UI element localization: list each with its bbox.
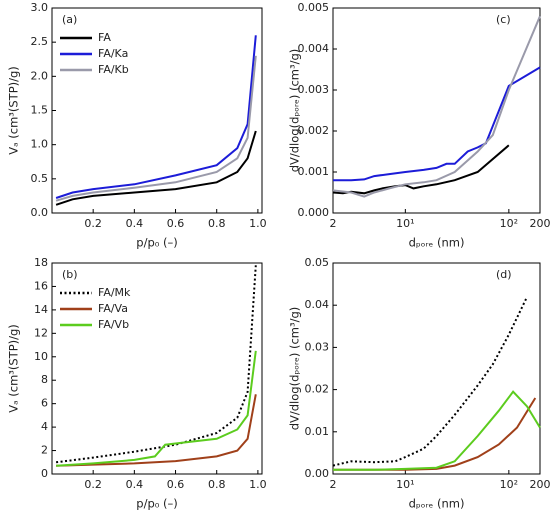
x-tick-label: 10¹ (396, 478, 414, 491)
y-tick-label: 0.00 (305, 467, 330, 480)
legend-label: FA/Va (98, 302, 128, 315)
y-tick-label: 0.0 (31, 206, 49, 219)
y-tick-label: 0.000 (298, 206, 330, 219)
series-line (332, 296, 529, 467)
panel-label: (d) (496, 268, 512, 281)
x-tick-label: 1.0 (249, 478, 267, 491)
x-tick-label: 10¹ (396, 217, 414, 230)
plot-frame (51, 262, 263, 475)
panel-label: (a) (62, 13, 77, 26)
x-tick-label: 2 (330, 478, 337, 491)
x-tick-label: 0.2 (84, 478, 102, 491)
x-axis-label: dₚₒᵣₑ (nm) (409, 497, 465, 511)
legend-label: FA/Mk (98, 286, 131, 299)
legend-label: FA (98, 31, 111, 44)
y-axis-label: dV/dlog(dₚₒᵣₑ) (cm³/g) (288, 307, 302, 431)
legend-label: FA/Kb (98, 63, 129, 76)
series-line (55, 265, 257, 464)
series-line (333, 66, 541, 182)
y-tick-label: 14 (34, 303, 48, 316)
y-tick-label: 2 (41, 444, 48, 457)
y-tick-label: 1.0 (31, 138, 49, 151)
x-tick-label: 0.4 (126, 217, 144, 230)
x-tick-label: 0.8 (208, 478, 226, 491)
y-tick-label: 18 (34, 256, 48, 269)
y-tick-label: 0.04 (305, 298, 330, 311)
x-tick-label: 10² (500, 217, 518, 230)
x-tick-label: 0.6 (167, 217, 185, 230)
x-axis-label: p/p₀ (–) (136, 497, 177, 511)
y-tick-label: 1.5 (31, 104, 49, 117)
x-axis-label: dₚₒᵣₑ (nm) (409, 236, 465, 250)
x-tick-label: 0.8 (208, 217, 226, 230)
y-axis-label: dV/dlog(dₚₒᵣₑ) (cm³/g) (288, 49, 302, 173)
y-tick-label: 2.5 (31, 35, 49, 48)
legend-label: FA/Ka (98, 47, 128, 60)
y-tick-label: 0.01 (305, 425, 330, 438)
x-tick-label: 2 (330, 217, 337, 230)
x-tick-label: 10² (500, 478, 518, 491)
x-tick-label: 200 (530, 478, 550, 491)
plot-frame (332, 7, 541, 214)
y-tick-label: 0.003 (298, 83, 330, 96)
series-line (56, 394, 257, 467)
panel-label: (b) (62, 268, 78, 281)
y-tick-label: 0.03 (305, 340, 330, 353)
series-line (55, 130, 257, 206)
y-tick-label: 2.0 (31, 69, 49, 82)
series-line (55, 35, 257, 199)
legend-label: FA/Vb (98, 318, 129, 331)
y-tick-label: 0.001 (298, 165, 330, 178)
y-tick-label: 0.002 (298, 124, 330, 137)
y-tick-label: 12 (34, 326, 48, 339)
x-tick-label: 1.0 (249, 217, 267, 230)
y-tick-label: 10 (34, 350, 48, 363)
y-axis-label: Vₐ (cm³(STP)/g) (7, 66, 21, 155)
plot-frame (332, 262, 541, 475)
y-tick-label: 3.0 (31, 1, 49, 14)
x-tick-label: 0.4 (126, 478, 144, 491)
y-tick-label: 4 (41, 420, 48, 433)
series-line (333, 390, 541, 471)
y-tick-label: 0.02 (305, 383, 330, 396)
x-tick-label: 0.2 (84, 217, 102, 230)
x-tick-label: 200 (530, 217, 550, 230)
series-line (55, 55, 257, 202)
y-axis-label: Vₐ (cm³(STP)/g) (7, 324, 21, 413)
y-tick-label: 0 (41, 467, 48, 480)
y-tick-label: 0.05 (305, 256, 330, 269)
y-tick-label: 8 (41, 373, 48, 386)
panel-label: (c) (496, 13, 511, 26)
y-tick-label: 0.005 (298, 1, 330, 14)
series-line (333, 397, 537, 471)
series-line (332, 15, 541, 198)
y-tick-label: 6 (41, 397, 48, 410)
y-tick-label: 0.5 (31, 172, 49, 185)
y-tick-label: 0.004 (298, 42, 330, 55)
y-tick-label: 16 (34, 279, 48, 292)
series-line (56, 350, 257, 467)
x-axis-label: p/p₀ (–) (136, 236, 177, 250)
x-tick-label: 0.6 (167, 478, 185, 491)
